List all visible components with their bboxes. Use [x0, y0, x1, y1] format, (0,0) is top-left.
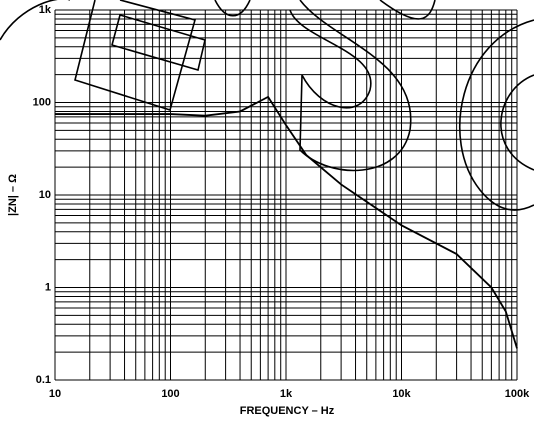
series-line [55, 95, 518, 349]
x-tick-label: 10 [49, 388, 61, 400]
y-tick-label: 100 [33, 96, 51, 108]
x-axis-label: FREQUENCY – Hz [240, 405, 335, 417]
y-tick-label: 0.1 [36, 374, 51, 386]
y-tick-label: 1k [39, 4, 52, 16]
x-tick-label: 100 [161, 388, 179, 400]
x-tick-label: 100k [505, 388, 530, 400]
y-tick-label: 10 [39, 189, 51, 201]
watermark [0, 0, 534, 211]
x-tick-label: 10k [392, 388, 411, 400]
y-axis-label: |ZN| – Ω [7, 174, 19, 216]
x-tick-label: 1k [280, 388, 293, 400]
y-tick-label: 1 [45, 281, 51, 293]
